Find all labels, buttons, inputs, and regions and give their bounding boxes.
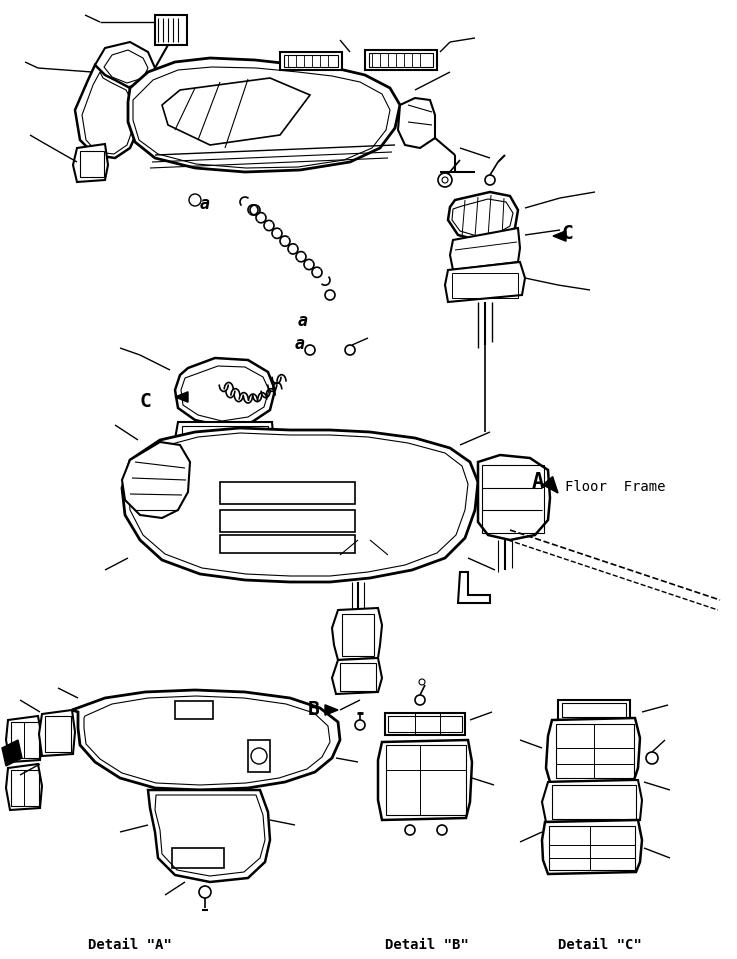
Bar	[386, 745, 466, 815]
Polygon shape	[546, 718, 640, 782]
Polygon shape	[553, 231, 566, 242]
Polygon shape	[72, 690, 340, 790]
Bar	[385, 713, 465, 735]
Polygon shape	[122, 442, 190, 518]
Text: a: a	[298, 312, 308, 330]
Polygon shape	[450, 228, 520, 270]
Polygon shape	[174, 422, 274, 460]
Polygon shape	[175, 392, 188, 402]
Bar	[248, 740, 270, 772]
Polygon shape	[398, 98, 435, 148]
Text: a: a	[200, 195, 210, 213]
Polygon shape	[122, 428, 478, 582]
Text: Detail "A": Detail "A"	[88, 938, 172, 952]
Polygon shape	[39, 710, 75, 756]
Polygon shape	[445, 262, 525, 302]
Polygon shape	[128, 58, 400, 172]
Polygon shape	[325, 705, 338, 715]
Polygon shape	[75, 65, 138, 158]
Text: Detail "C": Detail "C"	[558, 938, 642, 952]
Polygon shape	[73, 144, 108, 182]
Bar	[556, 724, 634, 778]
Polygon shape	[543, 477, 558, 493]
Bar	[369, 53, 433, 67]
Text: B: B	[308, 700, 320, 719]
Bar	[558, 700, 630, 720]
Bar	[280, 52, 342, 70]
Polygon shape	[95, 42, 155, 88]
Polygon shape	[162, 78, 310, 145]
Bar	[549, 826, 635, 870]
Polygon shape	[6, 716, 42, 762]
Bar	[45, 716, 71, 752]
Bar	[220, 535, 355, 553]
Text: C: C	[140, 392, 152, 411]
Bar	[284, 55, 338, 67]
Bar	[452, 273, 518, 298]
Bar	[562, 703, 626, 717]
Text: C: C	[562, 224, 573, 243]
Polygon shape	[148, 790, 270, 882]
Text: Floor  Frame: Floor Frame	[565, 480, 666, 494]
Bar	[172, 848, 224, 868]
Bar	[11, 770, 39, 806]
Polygon shape	[2, 740, 22, 766]
Polygon shape	[332, 608, 382, 660]
Polygon shape	[378, 740, 472, 820]
Text: Detail "B": Detail "B"	[385, 938, 469, 952]
Bar	[182, 426, 268, 454]
Bar	[365, 50, 437, 70]
Bar	[80, 151, 104, 177]
Polygon shape	[6, 764, 42, 810]
Bar	[342, 614, 374, 656]
Bar	[155, 15, 187, 45]
Text: a: a	[295, 335, 305, 353]
Text: A: A	[532, 472, 545, 492]
Bar	[11, 722, 39, 758]
Bar	[340, 663, 376, 691]
Bar	[220, 482, 355, 504]
Polygon shape	[448, 192, 518, 240]
Bar	[482, 465, 544, 533]
Bar	[220, 510, 355, 532]
Polygon shape	[542, 780, 642, 822]
Bar	[388, 716, 462, 732]
Bar	[552, 785, 636, 819]
Polygon shape	[175, 358, 275, 426]
Polygon shape	[332, 658, 382, 694]
Bar	[175, 701, 213, 719]
Polygon shape	[478, 455, 550, 540]
Polygon shape	[542, 820, 642, 874]
